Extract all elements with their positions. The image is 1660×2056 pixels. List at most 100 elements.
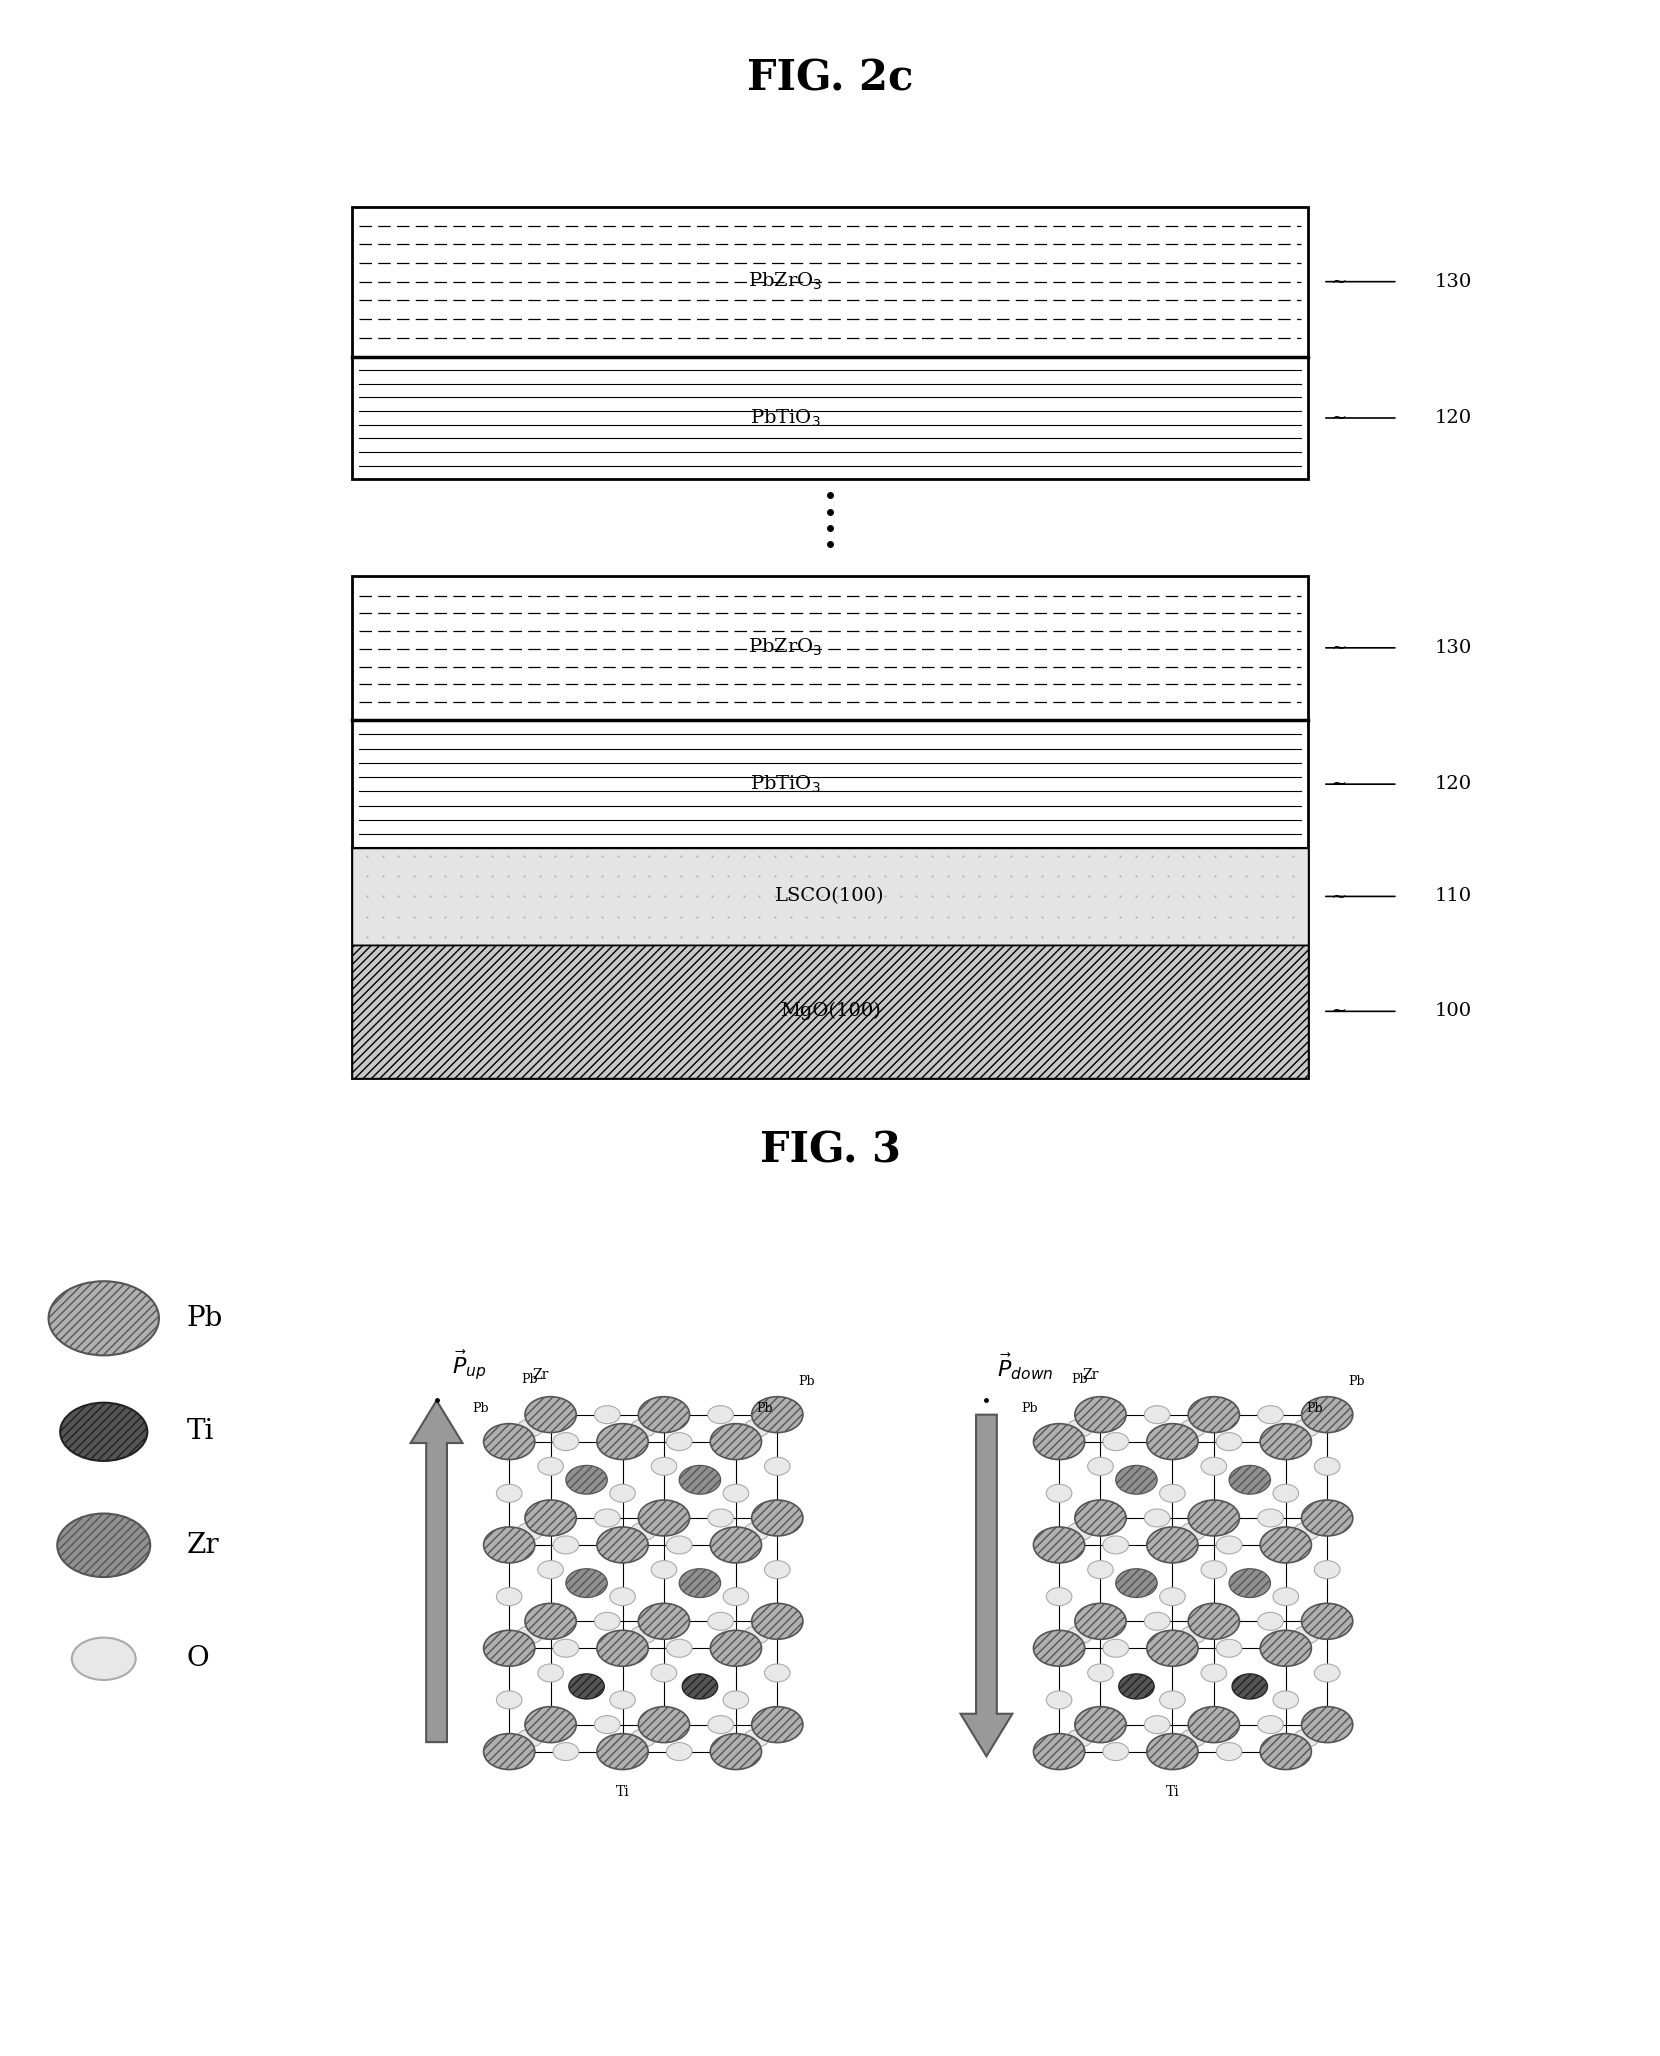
Ellipse shape: [1160, 1587, 1185, 1606]
Ellipse shape: [553, 1639, 579, 1657]
Text: Ti: Ti: [616, 1785, 629, 1799]
Ellipse shape: [1260, 1630, 1311, 1665]
Ellipse shape: [609, 1484, 636, 1503]
Ellipse shape: [1046, 1587, 1072, 1606]
Ellipse shape: [598, 1733, 647, 1770]
Ellipse shape: [483, 1630, 535, 1665]
Ellipse shape: [538, 1458, 563, 1476]
Ellipse shape: [1067, 1626, 1092, 1643]
Ellipse shape: [1202, 1561, 1227, 1579]
Ellipse shape: [707, 1715, 734, 1733]
Text: PbZrO$_3$: PbZrO$_3$: [749, 271, 822, 292]
Ellipse shape: [1228, 1569, 1270, 1598]
Ellipse shape: [765, 1458, 790, 1476]
Text: Pb: Pb: [521, 1373, 538, 1386]
Ellipse shape: [1293, 1626, 1320, 1643]
Text: Pb: Pb: [1348, 1375, 1365, 1388]
Ellipse shape: [1116, 1569, 1157, 1598]
Ellipse shape: [525, 1604, 576, 1639]
Ellipse shape: [1102, 1433, 1129, 1452]
Ellipse shape: [48, 1281, 159, 1355]
Text: Zr: Zr: [1082, 1367, 1099, 1382]
Ellipse shape: [651, 1561, 677, 1579]
Ellipse shape: [1180, 1419, 1205, 1437]
FancyArrow shape: [410, 1400, 463, 1741]
Text: ~: ~: [1331, 888, 1346, 905]
Ellipse shape: [744, 1729, 770, 1748]
Ellipse shape: [1315, 1663, 1340, 1682]
Ellipse shape: [1087, 1561, 1114, 1579]
Ellipse shape: [631, 1626, 656, 1643]
Ellipse shape: [1260, 1733, 1311, 1770]
Ellipse shape: [1315, 1458, 1340, 1476]
Ellipse shape: [538, 1663, 563, 1682]
Ellipse shape: [1180, 1729, 1205, 1748]
Ellipse shape: [538, 1561, 563, 1579]
Ellipse shape: [1034, 1630, 1084, 1665]
Ellipse shape: [631, 1523, 656, 1540]
Ellipse shape: [1119, 1674, 1154, 1698]
Ellipse shape: [1217, 1433, 1242, 1452]
Ellipse shape: [483, 1528, 535, 1563]
Ellipse shape: [744, 1626, 770, 1643]
Ellipse shape: [553, 1536, 579, 1554]
Ellipse shape: [1258, 1509, 1283, 1528]
Ellipse shape: [496, 1587, 521, 1606]
Ellipse shape: [1180, 1523, 1205, 1540]
Ellipse shape: [1067, 1523, 1092, 1540]
Text: 120: 120: [1436, 775, 1472, 794]
FancyArrow shape: [961, 1415, 1013, 1756]
Ellipse shape: [1228, 1466, 1270, 1495]
Ellipse shape: [71, 1637, 136, 1680]
Ellipse shape: [518, 1523, 543, 1540]
Ellipse shape: [553, 1433, 579, 1452]
Ellipse shape: [1144, 1406, 1170, 1423]
Ellipse shape: [1258, 1612, 1283, 1630]
Text: Zr: Zr: [533, 1367, 548, 1382]
Ellipse shape: [1144, 1612, 1170, 1630]
Ellipse shape: [752, 1604, 803, 1639]
Text: 100: 100: [1436, 1003, 1472, 1020]
Ellipse shape: [1147, 1733, 1199, 1770]
Ellipse shape: [1076, 1501, 1125, 1536]
Ellipse shape: [1301, 1396, 1353, 1433]
Ellipse shape: [744, 1523, 770, 1540]
Ellipse shape: [765, 1663, 790, 1682]
Ellipse shape: [1087, 1663, 1114, 1682]
Ellipse shape: [744, 1419, 770, 1437]
Ellipse shape: [598, 1630, 647, 1665]
Ellipse shape: [679, 1569, 720, 1598]
Ellipse shape: [1217, 1743, 1242, 1760]
Ellipse shape: [682, 1674, 717, 1698]
Ellipse shape: [1076, 1396, 1125, 1433]
Text: 130: 130: [1436, 273, 1472, 290]
Ellipse shape: [1301, 1604, 1353, 1639]
Ellipse shape: [666, 1433, 692, 1452]
Ellipse shape: [710, 1733, 762, 1770]
Ellipse shape: [1046, 1690, 1072, 1709]
Text: PbZrO$_3$: PbZrO$_3$: [749, 637, 822, 658]
Ellipse shape: [1147, 1630, 1199, 1665]
Ellipse shape: [710, 1423, 762, 1460]
Ellipse shape: [651, 1663, 677, 1682]
Text: ~: ~: [1331, 639, 1346, 656]
Ellipse shape: [651, 1458, 677, 1476]
Ellipse shape: [1217, 1536, 1242, 1554]
Ellipse shape: [1034, 1733, 1084, 1770]
Ellipse shape: [566, 1466, 608, 1495]
Ellipse shape: [1102, 1639, 1129, 1657]
Ellipse shape: [710, 1528, 762, 1563]
Ellipse shape: [1189, 1706, 1240, 1743]
Ellipse shape: [1301, 1706, 1353, 1743]
Ellipse shape: [1258, 1406, 1283, 1423]
Ellipse shape: [724, 1587, 749, 1606]
Ellipse shape: [483, 1733, 535, 1770]
Text: $\vec{P}_{up}$: $\vec{P}_{up}$: [452, 1347, 486, 1382]
Text: LSCO(100): LSCO(100): [775, 888, 885, 905]
Ellipse shape: [1293, 1729, 1320, 1748]
Ellipse shape: [1087, 1458, 1114, 1476]
Ellipse shape: [724, 1690, 749, 1709]
Ellipse shape: [1144, 1715, 1170, 1733]
Ellipse shape: [518, 1626, 543, 1643]
Ellipse shape: [609, 1587, 636, 1606]
